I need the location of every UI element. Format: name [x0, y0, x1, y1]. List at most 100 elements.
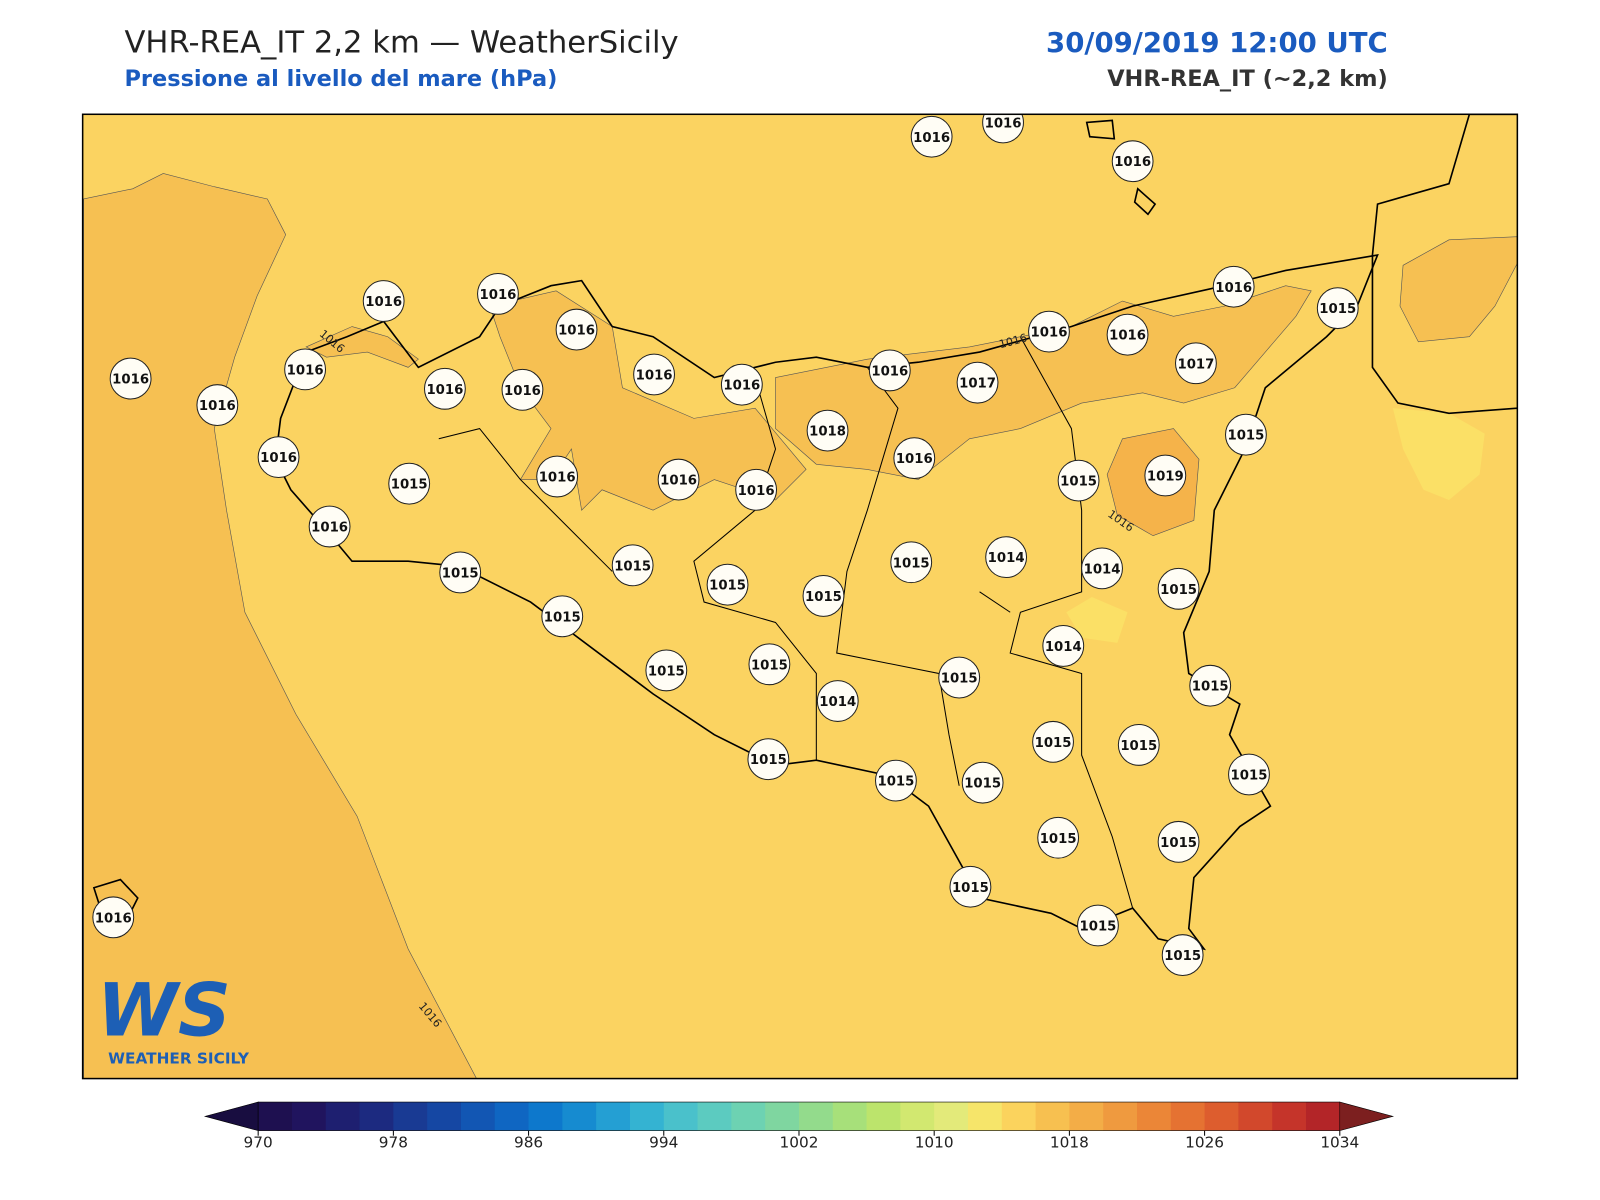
station-marker	[1175, 342, 1217, 385]
colorbar-tick-label: 1034	[1320, 1133, 1359, 1151]
station-marker	[956, 361, 999, 404]
station-value: 1015	[952, 881, 989, 896]
station-value: 1015	[1040, 832, 1077, 847]
station-marker	[657, 458, 700, 501]
colorbar-segment	[967, 1102, 1003, 1131]
station-value: 1016	[311, 521, 348, 536]
station-value: 1015	[805, 590, 842, 605]
station-value: 1015	[1160, 583, 1197, 598]
station-value: 1015	[544, 610, 581, 625]
station-marker	[706, 563, 749, 606]
colorbar-segment	[1272, 1102, 1307, 1131]
station-value: 1016	[660, 474, 697, 489]
station-marker	[868, 349, 911, 392]
station-value: 1015	[750, 753, 787, 768]
station-marker	[362, 280, 405, 322]
station-marker	[747, 738, 790, 781]
station-marker	[611, 544, 654, 587]
station-value: 1016	[260, 451, 297, 466]
station-marker	[555, 308, 598, 351]
station-value: 1016	[1031, 326, 1068, 341]
logo-mark: WS	[97, 968, 231, 1053]
colorbar-under	[203, 1101, 259, 1132]
station-value: 1016	[558, 324, 595, 339]
station-value: 1015	[614, 559, 651, 574]
station-value: 1016	[365, 295, 402, 310]
station-marker	[1042, 625, 1085, 667]
station-marker	[949, 865, 992, 908]
station-value: 1016	[871, 364, 908, 379]
colorbar-segment	[359, 1102, 394, 1131]
station-value: 1016	[426, 383, 463, 398]
station-value: 1015	[1192, 680, 1229, 695]
colorbar-tick-label: 1010	[915, 1133, 954, 1151]
pressure-area	[305, 236, 1518, 511]
colorbar-tick-label: 978	[379, 1133, 408, 1151]
station-marker	[633, 353, 675, 396]
colorbar-segment	[1136, 1102, 1172, 1131]
station-value: 1016	[112, 373, 149, 388]
station-marker	[1081, 547, 1123, 590]
colorbar-segment	[325, 1102, 361, 1131]
colorbar-tick-label: 1018	[1050, 1133, 1089, 1151]
station-value: 1016	[1114, 155, 1151, 170]
map-frame	[81, 113, 1519, 1080]
station-value: 1014	[819, 695, 856, 710]
station-value: 1015	[1227, 429, 1264, 444]
station-marker	[1228, 753, 1270, 796]
colorbar-segment	[562, 1102, 597, 1131]
station-value: 1018	[809, 425, 846, 440]
station-marker	[816, 680, 859, 722]
station-marker	[388, 462, 431, 505]
station-marker	[1212, 265, 1255, 308]
station-value: 1015	[648, 664, 685, 679]
station-value: 1016	[913, 131, 950, 146]
station-marker	[1189, 664, 1232, 707]
station-marker	[806, 409, 849, 452]
station-marker	[893, 437, 936, 480]
station-value: 1015	[1164, 949, 1201, 964]
station-value: 1016	[1215, 281, 1252, 296]
station-marker	[1157, 820, 1200, 863]
logo: WS WEATHER SICILY	[97, 968, 250, 1067]
colorbar: 970 978 986 994 1002 1010 1018 1026 1034	[203, 1101, 1395, 1151]
station-marker	[1077, 904, 1119, 947]
station-marker	[92, 896, 135, 939]
colorbar-segment	[1103, 1102, 1138, 1131]
station-value: 1016	[738, 484, 775, 499]
colorbar-tick-label: 1026	[1185, 1133, 1224, 1151]
station-marker	[645, 649, 688, 692]
colorbar-tick-label: 970	[244, 1133, 273, 1151]
station-marker	[802, 575, 845, 617]
station-marker	[875, 759, 917, 802]
date: 30/09/2019 12:00 UTC	[1046, 27, 1388, 59]
station-marker	[1225, 413, 1267, 456]
station-value: 1016	[896, 452, 933, 467]
station-marker	[735, 468, 778, 511]
station-value: 1019	[1147, 470, 1184, 485]
colorbar-segment	[934, 1102, 969, 1131]
station-marker	[890, 541, 933, 584]
station-marker	[1316, 287, 1359, 330]
station-value: 1015	[442, 566, 479, 581]
station-marker	[748, 643, 791, 686]
colorbar-segment	[596, 1102, 631, 1131]
station-marker	[1157, 567, 1200, 610]
station-value: 1016	[539, 471, 576, 486]
station-value: 1015	[1120, 739, 1157, 754]
station-value: 1015	[1060, 475, 1097, 490]
logo-name: WEATHER SICILY	[108, 1050, 250, 1068]
station-marker	[985, 536, 1028, 579]
station-marker	[938, 656, 981, 699]
colorbar-segment	[460, 1102, 496, 1131]
station-value: 1016	[723, 379, 760, 394]
station-marker	[1028, 310, 1070, 353]
station-value: 1015	[893, 556, 930, 571]
colorbar-segment	[731, 1102, 766, 1131]
station-marker	[477, 272, 519, 315]
station-marker	[1111, 140, 1154, 183]
station-marker	[284, 348, 327, 391]
stations: 1016 1016 1016 1016 1016 1016 1016 1016 1016 1016…	[92, 114, 1359, 977]
station-marker	[439, 551, 482, 594]
